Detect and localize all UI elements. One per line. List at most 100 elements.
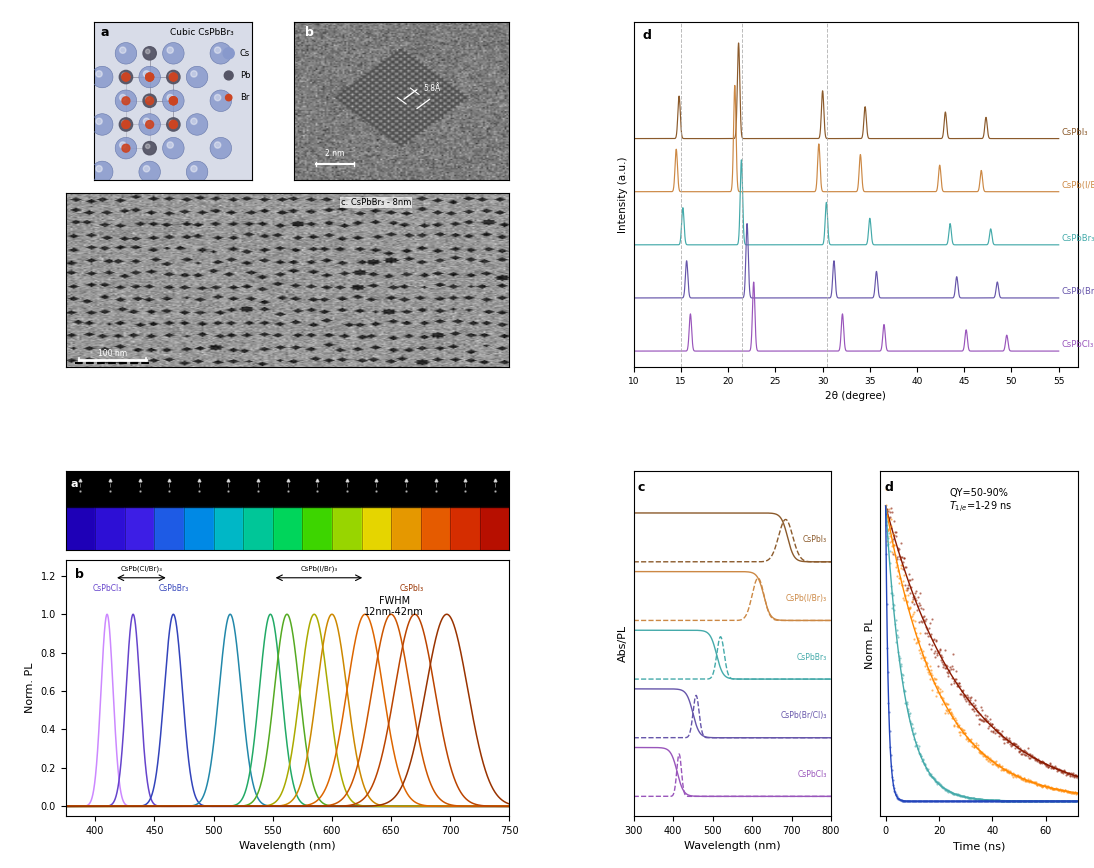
- Text: 100 nm: 100 nm: [97, 349, 127, 358]
- Circle shape: [115, 137, 137, 159]
- Circle shape: [96, 70, 102, 77]
- Text: CsPbI₃: CsPbI₃: [1061, 128, 1089, 136]
- Bar: [451, 507, 480, 550]
- Circle shape: [146, 144, 150, 148]
- Circle shape: [146, 96, 150, 101]
- Circle shape: [170, 121, 174, 125]
- Circle shape: [143, 94, 156, 108]
- Circle shape: [92, 66, 113, 88]
- Bar: [184, 470, 213, 507]
- Circle shape: [139, 114, 161, 135]
- Circle shape: [214, 95, 221, 101]
- Circle shape: [119, 118, 132, 131]
- Circle shape: [163, 137, 184, 159]
- Circle shape: [115, 90, 137, 111]
- Circle shape: [123, 121, 130, 128]
- Circle shape: [146, 121, 153, 128]
- Circle shape: [210, 137, 232, 159]
- Circle shape: [139, 66, 161, 88]
- Text: d: d: [884, 481, 893, 494]
- Circle shape: [146, 73, 153, 81]
- Bar: [302, 507, 331, 550]
- Circle shape: [190, 70, 197, 77]
- Circle shape: [119, 141, 126, 148]
- Circle shape: [146, 73, 153, 81]
- Bar: [480, 507, 510, 550]
- Y-axis label: Norm. PL: Norm. PL: [864, 618, 875, 668]
- Text: Cs: Cs: [240, 49, 251, 58]
- Circle shape: [186, 66, 208, 88]
- Bar: [66, 507, 95, 550]
- Bar: [213, 470, 243, 507]
- Bar: [421, 507, 451, 550]
- Text: Pb: Pb: [240, 71, 251, 80]
- Text: FWHM
12nm-42nm: FWHM 12nm-42nm: [364, 595, 424, 617]
- Circle shape: [166, 70, 181, 83]
- Circle shape: [186, 114, 208, 135]
- Bar: [243, 470, 272, 507]
- Bar: [154, 470, 184, 507]
- Circle shape: [170, 121, 177, 128]
- Bar: [302, 470, 331, 507]
- Circle shape: [146, 97, 153, 105]
- Circle shape: [170, 73, 177, 81]
- Bar: [331, 507, 361, 550]
- Text: 5.8Å: 5.8Å: [423, 83, 441, 93]
- Circle shape: [214, 47, 221, 53]
- Y-axis label: Intensity (a.u.): Intensity (a.u.): [618, 156, 628, 233]
- Text: CsPb(I/Br)₃: CsPb(I/Br)₃: [785, 594, 827, 603]
- Circle shape: [170, 97, 177, 105]
- Bar: [480, 470, 510, 507]
- Circle shape: [92, 114, 113, 135]
- Bar: [392, 470, 421, 507]
- Circle shape: [96, 166, 102, 172]
- Circle shape: [167, 47, 173, 53]
- Circle shape: [119, 47, 126, 53]
- Circle shape: [123, 73, 130, 81]
- Circle shape: [167, 141, 173, 148]
- Circle shape: [167, 95, 173, 101]
- Circle shape: [92, 161, 113, 182]
- Circle shape: [190, 118, 197, 124]
- Text: CsPb(Cl/Br)₃: CsPb(Cl/Br)₃: [120, 565, 162, 572]
- Circle shape: [224, 71, 233, 80]
- Circle shape: [210, 90, 232, 111]
- Text: CsPb(I/Br)₃: CsPb(I/Br)₃: [301, 565, 337, 572]
- Circle shape: [170, 73, 177, 81]
- Text: 2 nm: 2 nm: [325, 149, 345, 158]
- Circle shape: [210, 43, 232, 64]
- Circle shape: [143, 47, 156, 60]
- Bar: [421, 470, 451, 507]
- Text: QY=50-90%
$T_{1/e}$=1-29 ns: QY=50-90% $T_{1/e}$=1-29 ns: [950, 488, 1013, 515]
- Bar: [125, 470, 154, 507]
- Bar: [95, 507, 125, 550]
- Circle shape: [119, 70, 132, 83]
- Bar: [125, 507, 154, 550]
- Bar: [451, 470, 480, 507]
- Bar: [272, 507, 302, 550]
- Circle shape: [143, 70, 150, 77]
- Circle shape: [170, 121, 177, 128]
- X-axis label: 2θ (degree): 2θ (degree): [825, 391, 886, 401]
- Text: a: a: [70, 478, 78, 489]
- Text: CsPbBr₃: CsPbBr₃: [1061, 234, 1094, 243]
- Circle shape: [115, 43, 137, 64]
- Bar: [331, 470, 361, 507]
- Text: b: b: [305, 26, 314, 39]
- Text: b: b: [74, 569, 83, 582]
- Bar: [272, 470, 302, 507]
- Circle shape: [146, 49, 150, 54]
- Text: CsPbCl₃: CsPbCl₃: [798, 770, 827, 779]
- Circle shape: [121, 73, 126, 77]
- Text: a: a: [101, 26, 109, 39]
- Text: CsPbBr₃: CsPbBr₃: [159, 584, 188, 593]
- Circle shape: [225, 95, 232, 101]
- Circle shape: [121, 121, 126, 125]
- Bar: [154, 507, 184, 550]
- Circle shape: [119, 95, 126, 101]
- Text: Br: Br: [240, 93, 249, 102]
- Y-axis label: Abs/PL: Abs/PL: [618, 625, 628, 661]
- Bar: [392, 507, 421, 550]
- X-axis label: Time (ns): Time (ns): [953, 841, 1005, 852]
- Text: CsPb(Br/Cl)₃: CsPb(Br/Cl)₃: [781, 711, 827, 720]
